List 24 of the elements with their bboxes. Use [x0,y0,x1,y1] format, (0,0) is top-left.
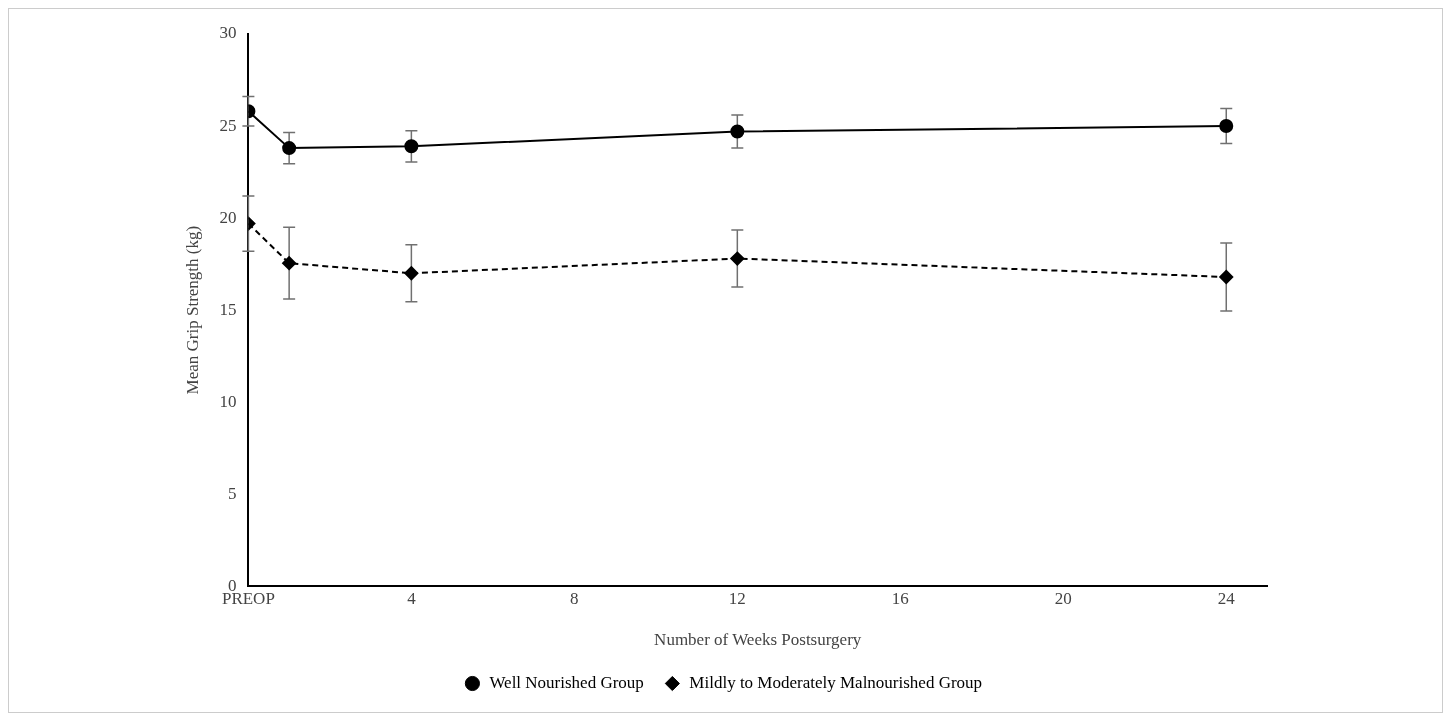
legend-label: Mildly to Moderately Malnourished Group [689,672,983,692]
point [404,266,419,281]
y-axis-title: Mean Grip Strength (kg) [182,225,202,395]
x-axis-title: Number of Weeks Postsurgery [654,630,862,650]
legend-label: Well Nourished Group [489,672,644,692]
y-tick-label: 30 [219,23,237,43]
y-tick-label: 5 [227,483,237,503]
point [282,256,297,271]
point [1219,119,1234,134]
y-tick-label: 25 [219,115,237,135]
y-tick-label: 20 [219,207,237,227]
point [282,141,297,156]
point [730,251,745,266]
x-tick-label: 20 [1054,588,1072,608]
y-tick-label: 10 [219,391,237,411]
x-tick-label: 12 [728,588,746,608]
x-tick-label: 8 [570,588,579,608]
x-tick-label: 24 [1217,588,1236,608]
x-tick-label: 16 [891,588,909,608]
point [404,139,419,154]
y-tick-label: 15 [219,299,237,319]
point [730,124,745,139]
x-tick-label: 4 [407,588,417,608]
point [1219,269,1234,284]
